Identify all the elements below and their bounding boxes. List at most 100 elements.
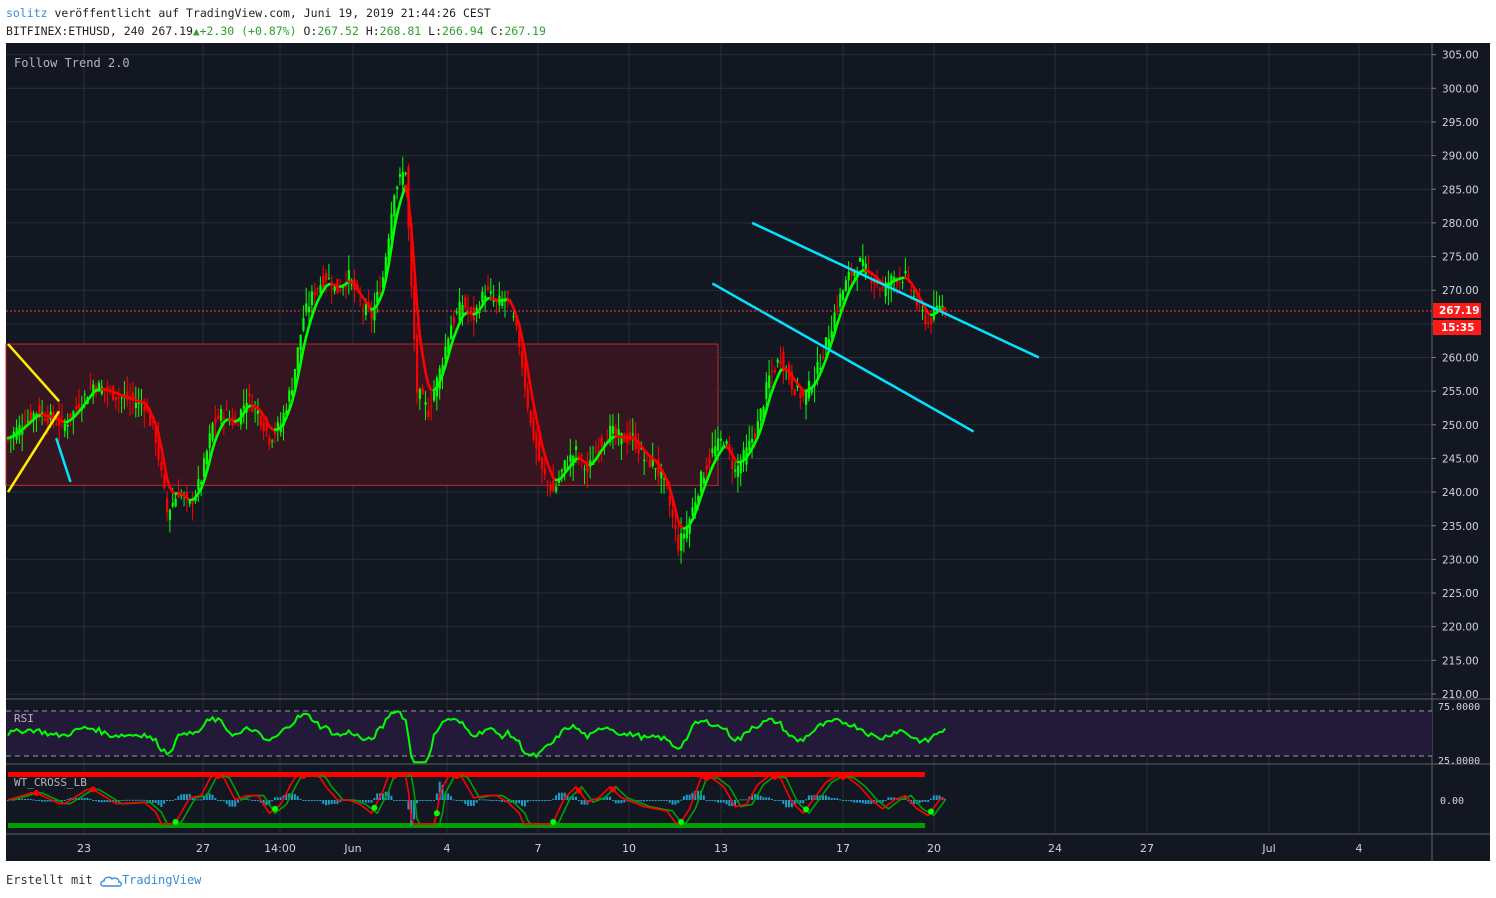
candle-body <box>29 411 32 422</box>
wt-histogram-bar <box>651 800 654 801</box>
rsi-line <box>7 710 946 764</box>
wt-histogram-bar <box>89 798 92 800</box>
candle-body <box>841 290 845 301</box>
trend-segment <box>540 442 547 456</box>
wt-main-line <box>7 775 946 825</box>
wt-tick-zero: 0.00 <box>1440 796 1464 807</box>
candle-body <box>214 417 217 424</box>
trend-segment <box>824 350 831 361</box>
candle-body <box>418 389 421 400</box>
candle-body <box>481 291 484 303</box>
candle-body <box>546 481 549 483</box>
wt-histogram-bar <box>753 794 756 800</box>
wt-histogram-bar <box>654 800 657 801</box>
wt-histogram-bar <box>109 800 112 803</box>
wt-histogram-bar <box>691 792 694 800</box>
candle-body <box>396 186 399 190</box>
candle-body <box>160 461 163 471</box>
candle-body <box>819 367 822 370</box>
wt-histogram-bar <box>643 800 646 802</box>
wt-histogram-bar <box>381 793 384 800</box>
candle-body <box>313 292 316 296</box>
candle-body <box>401 172 404 185</box>
wt-histogram-bar <box>665 800 668 801</box>
wt-histogram-bar <box>273 797 276 800</box>
candle-body <box>614 427 617 435</box>
wt-histogram-bar <box>904 798 907 800</box>
candle-body <box>211 423 214 441</box>
candle-body <box>484 295 487 301</box>
candle-body <box>273 429 277 435</box>
wt-histogram-bar <box>927 800 930 802</box>
candle-body <box>140 403 143 405</box>
footer-created-with: Erstellt mit <box>6 873 93 887</box>
wt-histogram-bar <box>7 800 9 801</box>
wt-histogram-bar <box>83 797 86 800</box>
wt-histogram-bar <box>398 800 401 801</box>
candle-body <box>97 382 101 392</box>
trend-segment <box>821 358 828 369</box>
wt-histogram-bar <box>486 799 489 801</box>
high-value: 268.81 <box>379 24 422 38</box>
candle-body <box>651 458 654 466</box>
trend-segment <box>384 263 390 282</box>
candle-body <box>444 346 447 359</box>
candle-body <box>799 392 802 399</box>
trend-segment <box>302 335 308 351</box>
candle-body <box>878 288 882 290</box>
candle-body <box>589 459 592 466</box>
footer: Erstellt mit TradingView <box>6 873 201 887</box>
wt-histogram-bar <box>521 800 524 806</box>
last-price-badge-text: 267.19 <box>1439 305 1480 317</box>
wt-histogram-bar <box>881 800 884 803</box>
price-tick-label: 275.00 <box>1442 252 1479 264</box>
candle-body <box>938 305 941 309</box>
wt-histogram-bar <box>674 800 677 805</box>
author-link[interactable]: solitz <box>6 6 48 20</box>
footer-brand[interactable]: TradingView <box>121 873 202 887</box>
candle-body <box>114 397 118 400</box>
wt-histogram-bar <box>770 799 773 801</box>
trend-segment <box>537 429 544 446</box>
candle-body <box>291 390 294 396</box>
published-text: veröffentlicht auf TradingView.com, Juni… <box>54 6 491 20</box>
drawn-trendlines[interactable] <box>6 221 1040 493</box>
trend-segment <box>523 351 530 371</box>
candle-body <box>577 456 581 458</box>
cyan-trendline <box>55 437 72 483</box>
candle-body <box>424 402 427 405</box>
candle-body <box>634 434 637 450</box>
candle-body <box>177 493 180 498</box>
wt-histogram-bar <box>816 795 819 800</box>
wt-histogram-bar <box>418 800 421 801</box>
candle-body <box>912 295 916 297</box>
wt-histogram-bar <box>467 800 470 806</box>
candle-body <box>847 271 850 281</box>
wt-histogram-bar <box>685 794 688 800</box>
wt-histogram-bar <box>839 799 842 801</box>
wt-histogram-bar <box>114 800 117 803</box>
wt-histogram-bar <box>918 800 921 803</box>
wt-histogram-bar <box>782 800 785 804</box>
wt-histogram-bar <box>657 800 660 801</box>
candle-body <box>376 291 379 304</box>
wt-histogram-bar <box>228 800 231 807</box>
price-axis[interactable]: 305.00 300.00 295.00 290.00 285.00 280.00 275.… <box>1432 50 1479 701</box>
wt-cross-dot <box>90 786 97 793</box>
wt-histogram-bar <box>776 800 779 801</box>
wt-cross-dot <box>550 819 557 825</box>
candle-body <box>83 394 86 396</box>
wt-histogram-bar <box>461 800 464 802</box>
wt-histogram-bar <box>325 800 328 806</box>
candle-body <box>256 409 260 414</box>
wt-histogram-bar <box>97 800 100 803</box>
wt-histogram-bar <box>245 798 248 800</box>
time-axis[interactable]: 23 27 14:00 Jun 4 7 10 13 17 20 24 27 Jul 4 <box>77 842 1363 855</box>
wt-histogram-bar <box>362 800 364 802</box>
wt-histogram-bar <box>279 797 282 800</box>
price-tick-label: 300.00 <box>1442 83 1479 95</box>
candle-body <box>325 272 328 281</box>
last-price-badge <box>1433 303 1481 318</box>
wt-histogram-bar <box>680 799 683 801</box>
